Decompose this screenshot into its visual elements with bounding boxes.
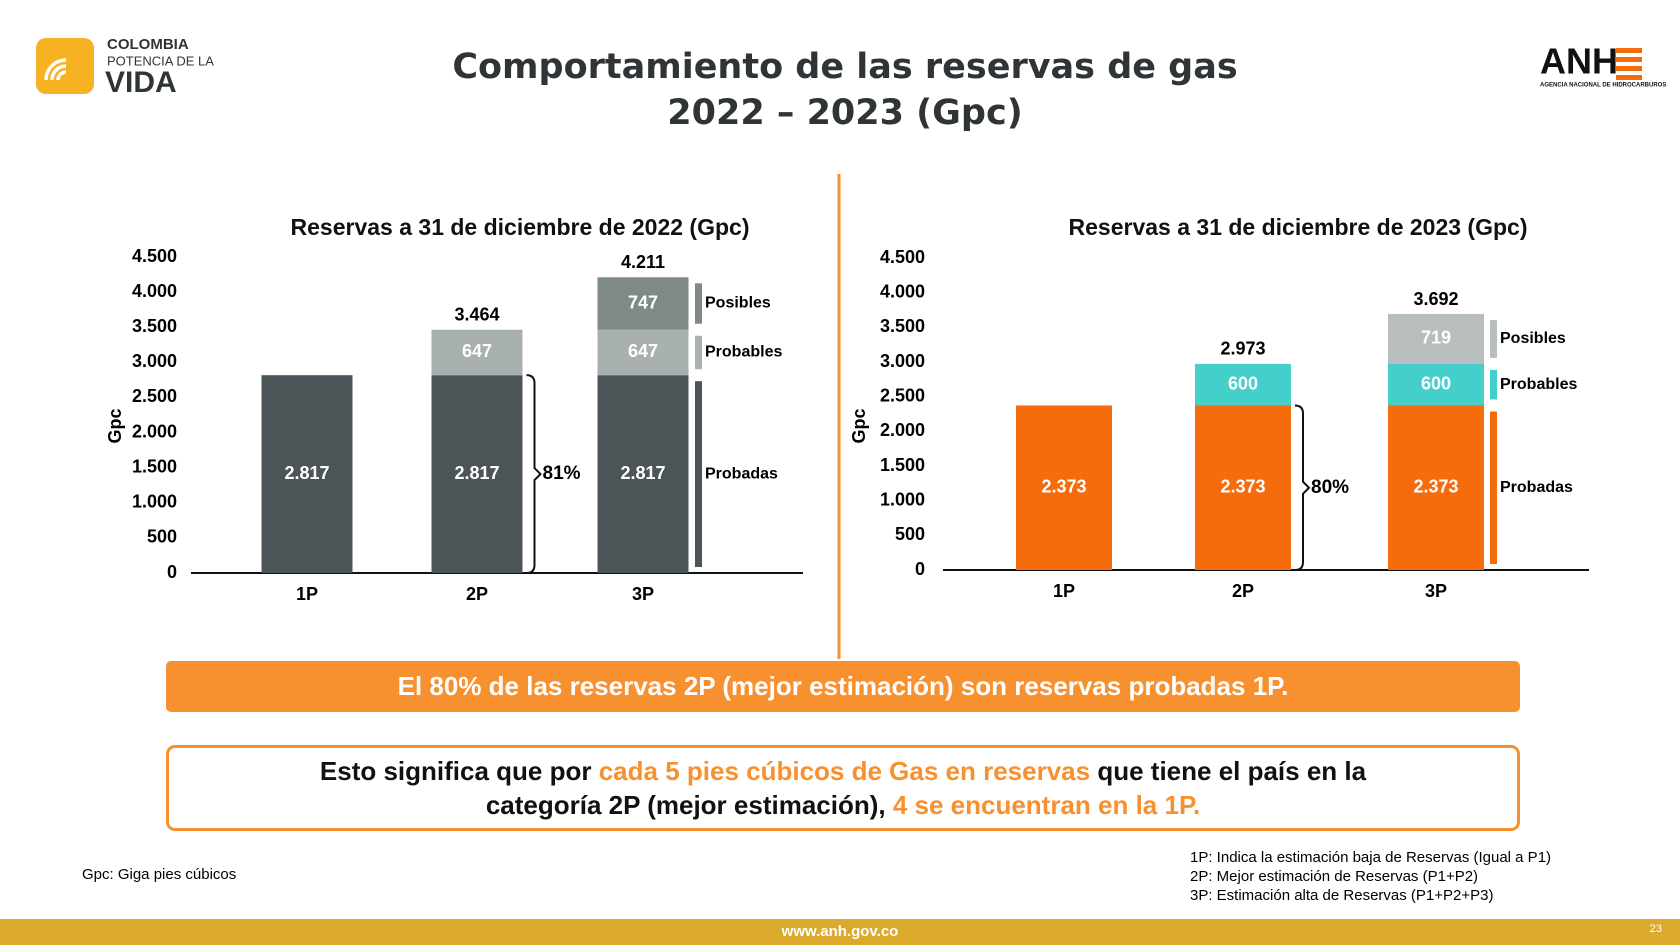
legend-label: Probadas bbox=[705, 465, 778, 482]
bar-segment bbox=[1388, 314, 1484, 364]
agency-subtitle: AGENCIA NACIONAL DE HIDROCARBUROS bbox=[1540, 83, 1666, 89]
bracket bbox=[526, 374, 542, 574]
legend-label: Probables bbox=[705, 344, 782, 361]
bar-segment bbox=[597, 277, 689, 330]
y-tick-label: 4.000 bbox=[132, 281, 177, 301]
legend-swatch bbox=[695, 283, 702, 324]
y-tick-label: 3.500 bbox=[880, 316, 925, 336]
y-tick-label: 3.000 bbox=[132, 351, 177, 371]
bar-segment bbox=[597, 375, 689, 573]
y-axis-label: Gpc bbox=[849, 408, 869, 443]
bar-segment bbox=[431, 329, 523, 376]
value-label: 2.817 bbox=[620, 463, 665, 483]
bracket bbox=[1294, 404, 1311, 571]
x-tick-label: 3P bbox=[1425, 581, 1447, 601]
total-label: 2.973 bbox=[1220, 339, 1265, 359]
callout-text: que tiene el país en la categoría 2P (me… bbox=[485, 756, 1367, 820]
y-tick-label: 500 bbox=[147, 527, 177, 547]
value-label: 647 bbox=[462, 341, 492, 361]
page-number: 23 bbox=[1649, 923, 1662, 935]
y-tick-label: 3.000 bbox=[880, 351, 925, 371]
note: 3P: Estimación alta de Reservas (P1+P2+P… bbox=[1190, 887, 1494, 904]
bar-segment bbox=[1195, 363, 1291, 406]
y-tick-label: 4.500 bbox=[880, 247, 925, 267]
callout: Esto significa que por cada 5 pies cúbic… bbox=[166, 745, 1520, 831]
footer: www.anh.gov.co bbox=[0, 919, 1680, 945]
callout-highlight: 4 se encuentran en la 1P. bbox=[892, 790, 1201, 820]
y-tick-label: 1.500 bbox=[880, 455, 925, 475]
logo-text: POTENCIA DE LA bbox=[107, 53, 214, 68]
value-label: 600 bbox=[1228, 373, 1258, 393]
value-label: 2.817 bbox=[284, 463, 329, 483]
y-tick-label: 2.000 bbox=[880, 420, 925, 440]
notes: 1P: Indica la estimación baja de Reserva… bbox=[1190, 848, 1551, 905]
legend-swatch bbox=[695, 335, 702, 370]
legend-swatch bbox=[1490, 320, 1497, 358]
value-label: 719 bbox=[1421, 328, 1451, 348]
y-tick-label: 500 bbox=[895, 524, 925, 544]
legend-swatch bbox=[1490, 411, 1497, 564]
note: 1P: Indica la estimación baja de Reserva… bbox=[1190, 849, 1552, 866]
bar-segment bbox=[1388, 363, 1484, 406]
x-tick-label: 1P bbox=[296, 584, 318, 604]
legend-label: Probadas bbox=[1500, 479, 1573, 496]
title-line: 2022 – 2023 (Gpc) bbox=[667, 93, 1023, 133]
x-tick-label: 2P bbox=[1232, 581, 1254, 601]
y-tick-label: 4.000 bbox=[880, 281, 925, 301]
note: 2P: Mejor estimación de Reservas (P1+P2) bbox=[1190, 868, 1479, 885]
legend-label: Probables bbox=[1500, 376, 1577, 393]
y-tick-label: 3.500 bbox=[132, 316, 177, 336]
agency-stripes bbox=[1616, 48, 1642, 80]
x-tick-label: 1P bbox=[1053, 581, 1075, 601]
logo-text: COLOMBIA bbox=[107, 36, 189, 53]
total-label: 3.692 bbox=[1413, 289, 1458, 309]
bracket-label: 80% bbox=[1311, 477, 1349, 498]
legend-label: Posibles bbox=[1500, 330, 1566, 347]
bar-segment bbox=[597, 329, 689, 376]
bar-segment bbox=[431, 375, 523, 573]
logo-arcs bbox=[44, 58, 67, 81]
y-tick-label: 2.500 bbox=[132, 386, 177, 406]
bar-segment bbox=[1195, 405, 1291, 570]
legend-label: Posibles bbox=[705, 295, 771, 312]
callout-text: Esto significa que por bbox=[319, 756, 599, 786]
y-axis-label: Gpc bbox=[105, 408, 125, 443]
total-label: 3.464 bbox=[454, 305, 499, 325]
value-label: 2.373 bbox=[1041, 476, 1086, 496]
bracket-label: 81% bbox=[543, 463, 581, 484]
chart-title: Reservas a 31 de diciembre de 2023 (Gpc) bbox=[1069, 214, 1528, 240]
value-label: 2.373 bbox=[1220, 476, 1265, 496]
banner: El 80% de las reservas 2P (mejor estimac… bbox=[166, 661, 1520, 712]
value-label: 600 bbox=[1421, 373, 1451, 393]
legend-swatch bbox=[695, 381, 702, 567]
y-tick-label: 1.000 bbox=[880, 489, 925, 509]
x-tick-label: 2P bbox=[466, 584, 488, 604]
value-label: 2.817 bbox=[454, 463, 499, 483]
agency-name: ANH bbox=[1540, 41, 1618, 82]
value-label: 747 bbox=[628, 292, 658, 312]
title: Comportamiento de las reservas de gas 202… bbox=[0, 44, 1680, 136]
y-tick-label: 0 bbox=[167, 562, 177, 582]
bar-segment bbox=[261, 375, 353, 573]
y-tick-label: 1.500 bbox=[132, 456, 177, 476]
x-tick-label: 3P bbox=[632, 584, 654, 604]
footnote: Gpc: Giga pies cúbicos bbox=[82, 866, 237, 883]
bar-segment bbox=[1016, 405, 1112, 570]
total-label: 4.211 bbox=[621, 252, 665, 272]
logo-text: VIDA bbox=[105, 66, 177, 99]
y-tick-label: 4.500 bbox=[132, 246, 177, 266]
legend-swatch bbox=[1490, 369, 1497, 400]
y-tick-label: 2.000 bbox=[132, 421, 177, 441]
value-label: 2.373 bbox=[1413, 476, 1458, 496]
callout-highlight: cada 5 pies cúbicos de Gas en reservas bbox=[598, 756, 1091, 786]
y-tick-label: 2.500 bbox=[880, 385, 925, 405]
y-tick-label: 1.000 bbox=[132, 492, 177, 512]
bar-segment bbox=[1388, 405, 1484, 570]
value-label: 647 bbox=[628, 341, 658, 361]
chart-title: Reservas a 31 de diciembre de 2022 (Gpc) bbox=[291, 214, 750, 240]
y-tick-label: 0 bbox=[915, 559, 925, 579]
title-line: Comportamiento de las reservas de gas bbox=[452, 47, 1238, 87]
